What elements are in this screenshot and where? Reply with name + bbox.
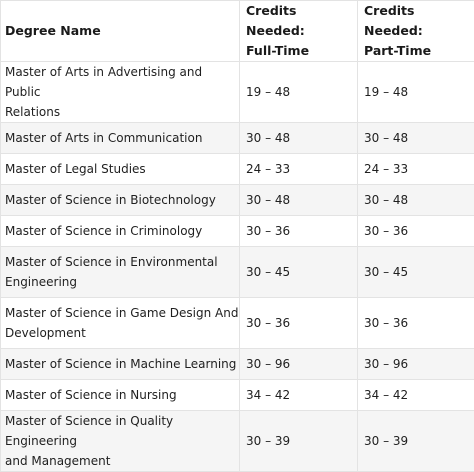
degree-name-cell: Master of Science in Machine Learning [1, 349, 240, 380]
degree-name-line: Master of Arts in Advertising and Public [5, 65, 202, 99]
table-row: Master of Science in Game Design And Deve… [1, 298, 474, 349]
full-time-credits-cell: 19 – 48 [240, 62, 358, 123]
header-full-time: Credits Needed: Full-Time [240, 1, 358, 62]
table-body: Master of Arts in Advertising and Public… [1, 62, 474, 472]
degree-name-line: Master of Legal Studies [5, 162, 146, 176]
degree-name-cell: Master of Arts in Communication [1, 123, 240, 154]
full-time-credits-cell: 30 – 45 [240, 247, 358, 298]
degree-name-line: Master of Science in Criminology [5, 224, 202, 238]
table-row: Master of Science in Machine Learning 30 … [1, 349, 474, 380]
full-time-credits-cell: 34 – 42 [240, 380, 358, 411]
full-time-credits-cell: 30 – 36 [240, 298, 358, 349]
full-time-credits-cell: 30 – 96 [240, 349, 358, 380]
degree-name-line: Master of Science in Game Design And [5, 306, 238, 320]
degree-name-cell: Master of Legal Studies [1, 154, 240, 185]
header-part-time-line2: Part-Time [364, 43, 431, 58]
degree-name-line: Engineering [5, 275, 77, 289]
part-time-credits-cell: 30 – 39 [358, 411, 474, 472]
full-time-credits-cell: 24 – 33 [240, 154, 358, 185]
degree-name-line: Master of Arts in Communication [5, 131, 202, 145]
degree-name-line: Master of Science in Environmental [5, 255, 218, 269]
part-time-credits-cell: 24 – 33 [358, 154, 474, 185]
degree-name-cell: Master of Science in Environmental Engine… [1, 247, 240, 298]
part-time-credits-cell: 30 – 48 [358, 185, 474, 216]
part-time-credits-cell: 19 – 48 [358, 62, 474, 123]
part-time-credits-cell: 30 – 36 [358, 216, 474, 247]
part-time-credits-cell: 30 – 45 [358, 247, 474, 298]
part-time-credits-cell: 30 – 96 [358, 349, 474, 380]
table-row: Master of Science in Quality Engineering… [1, 411, 474, 472]
table-row: Master of Science in Environmental Engine… [1, 247, 474, 298]
degree-name-cell: Master of Arts in Advertising and Public… [1, 62, 240, 123]
degree-name-line: Master of Science in Biotechnology [5, 193, 216, 207]
degree-name-cell: Master of Science in Criminology [1, 216, 240, 247]
header-full-time-line2: Full-Time [246, 43, 309, 58]
part-time-credits-cell: 30 – 36 [358, 298, 474, 349]
full-time-credits-cell: 30 – 36 [240, 216, 358, 247]
degree-name-line: Master of Science in Nursing [5, 388, 177, 402]
degree-name-line: and Management [5, 454, 110, 468]
header-part-time-line1: Credits Needed: [364, 3, 423, 38]
header-degree-name: Degree Name [1, 1, 240, 62]
table-row: Master of Arts in Advertising and Public… [1, 62, 474, 123]
table-row: Master of Science in Biotechnology 30 – 4… [1, 185, 474, 216]
degree-name-cell: Master of Science in Quality Engineering… [1, 411, 240, 472]
full-time-credits-cell: 30 – 48 [240, 123, 358, 154]
degree-name-line: Relations [5, 105, 60, 119]
degree-name-cell: Master of Science in Nursing [1, 380, 240, 411]
degree-name-line: Master of Science in Machine Learning [5, 357, 236, 371]
full-time-credits-cell: 30 – 48 [240, 185, 358, 216]
part-time-credits-cell: 30 – 48 [358, 123, 474, 154]
degree-name-line: Development [5, 326, 86, 340]
header-row: Degree Name Credits Needed: Full-Time Cr… [1, 1, 474, 62]
degree-name-cell: Master of Science in Game Design And Deve… [1, 298, 240, 349]
full-time-credits-cell: 30 – 39 [240, 411, 358, 472]
degree-name-cell: Master of Science in Biotechnology [1, 185, 240, 216]
header-part-time: Credits Needed: Part-Time [358, 1, 474, 62]
part-time-credits-cell: 34 – 42 [358, 380, 474, 411]
header-full-time-line1: Credits Needed: [246, 3, 305, 38]
